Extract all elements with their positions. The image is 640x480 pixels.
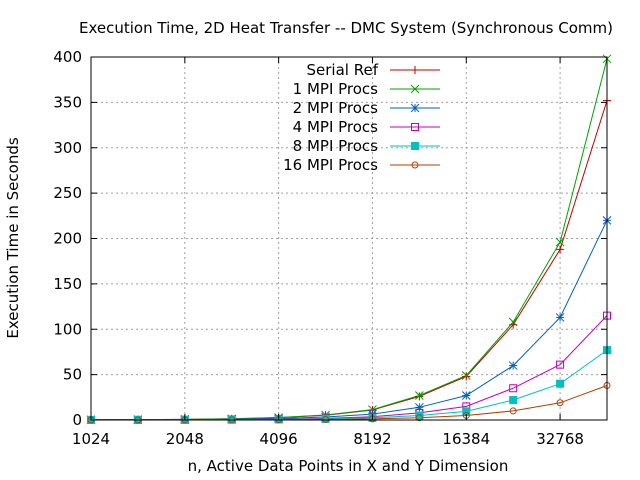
x-tick-label: 2048: [166, 430, 204, 448]
x-axis-label: n, Active Data Points in X and Y Dimensi…: [188, 457, 509, 475]
x-tick-label: 16384: [442, 430, 490, 448]
legend-marker: [411, 161, 419, 169]
data-point: [508, 317, 518, 327]
y-axis-label: Execution Time in Seconds: [4, 137, 22, 338]
data-point: [415, 411, 424, 420]
data-point: [556, 245, 565, 254]
legend-marker: [410, 84, 420, 94]
y-tick-label: 50: [63, 366, 82, 384]
legend-label: 1 MPI Procs: [293, 80, 379, 98]
x-tick-label: 8192: [353, 430, 391, 448]
y-tick-label: 150: [53, 275, 82, 293]
x-tick-label: 1024: [72, 430, 110, 448]
y-tick-label: 100: [53, 320, 82, 338]
series-line-4: [90, 349, 608, 421]
data-point: [556, 379, 565, 388]
legend-item: Serial Ref: [307, 61, 440, 79]
data-point: [556, 360, 565, 369]
y-tick-label: 350: [53, 93, 82, 111]
y-tick-label: 400: [53, 48, 82, 66]
data-point: [322, 415, 330, 423]
legend-label: 2 MPI Procs: [293, 99, 379, 117]
legend-marker: [411, 66, 419, 74]
legend-item: 16 MPI Procs: [283, 156, 440, 174]
y-tick-label: 200: [53, 230, 82, 248]
data-point: [555, 313, 565, 322]
data-point: [462, 372, 471, 381]
legend-item: 8 MPI Procs: [293, 137, 440, 155]
x-tick-label: 32768: [536, 430, 584, 448]
series-line-3: [91, 315, 608, 421]
data-point: [556, 399, 564, 407]
data-point: [509, 396, 518, 405]
data-point: [368, 405, 377, 414]
legend-label: 16 MPI Procs: [283, 156, 378, 174]
data-point: [415, 391, 424, 400]
data-point: [509, 407, 517, 415]
legend-item: 1 MPI Procs: [293, 80, 440, 98]
axis-ticks: 0 50 100 150 200 250 300 350 400 1024 2048 4096 8192…: [53, 48, 607, 448]
y-tick-label: 300: [53, 139, 82, 157]
legend-label: Serial Ref: [307, 61, 379, 79]
data-point: [555, 237, 565, 247]
legend-marker: [411, 123, 419, 131]
gridlines: [91, 57, 607, 420]
series-line-2: [90, 220, 608, 421]
y-tick-label: 0: [72, 411, 82, 429]
x-tick-label: 4096: [260, 430, 298, 448]
data-point: [461, 391, 471, 400]
data-point: [461, 371, 471, 380]
y-tick-label: 250: [53, 184, 82, 202]
data-point: [415, 392, 424, 401]
legend-label: 8 MPI Procs: [293, 137, 379, 155]
legend-label: 4 MPI Procs: [293, 118, 379, 136]
legend-marker: [410, 103, 420, 113]
data-point: [415, 414, 423, 422]
legend-item: 4 MPI Procs: [293, 118, 440, 136]
legend-marker: [411, 142, 419, 150]
data-point: [415, 402, 424, 412]
chart-title: Execution Time, 2D Heat Transfer -- DMC …: [79, 19, 613, 37]
data-point: [508, 361, 518, 370]
data-point: [509, 384, 518, 393]
series-line-5: [91, 385, 608, 421]
legend-item: 2 MPI Procs: [293, 99, 440, 117]
